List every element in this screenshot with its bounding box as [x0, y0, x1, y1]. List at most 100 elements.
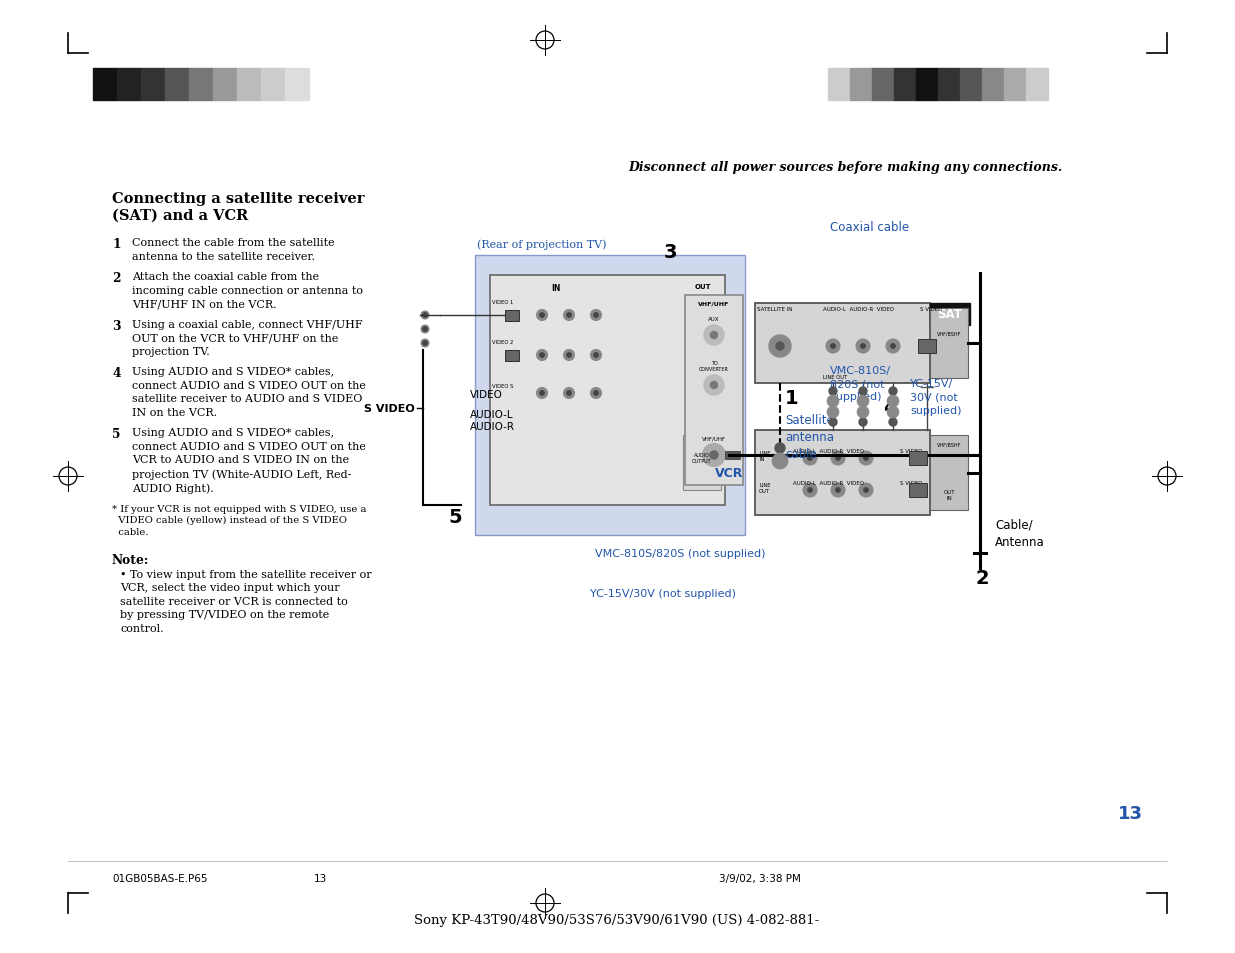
- Text: 3: 3: [112, 319, 121, 333]
- Bar: [930, 309, 968, 378]
- Circle shape: [594, 354, 598, 357]
- Text: 4: 4: [883, 397, 897, 416]
- Circle shape: [540, 354, 545, 357]
- Text: LINE
IN: LINE IN: [760, 451, 771, 461]
- Text: AUDIO-L  AUDIO-R  VIDEO: AUDIO-L AUDIO-R VIDEO: [793, 480, 864, 485]
- Text: VCR: VCR: [715, 467, 743, 479]
- Text: S VIDEO: S VIDEO: [900, 480, 923, 485]
- Text: * If your VCR is not equipped with S VIDEO, use a
  VIDEO cable (yellow) instead: * If your VCR is not equipped with S VID…: [112, 504, 367, 537]
- Text: S VIDEO: S VIDEO: [364, 403, 415, 413]
- Text: VHF/BSHF: VHF/BSHF: [937, 442, 961, 448]
- Text: VMC-810S/
820S (not
supplied): VMC-810S/ 820S (not supplied): [830, 366, 890, 402]
- Bar: [894, 69, 916, 101]
- Bar: [939, 69, 960, 101]
- Circle shape: [772, 454, 788, 470]
- Circle shape: [827, 395, 839, 408]
- Bar: [285, 69, 309, 101]
- Circle shape: [857, 407, 869, 418]
- Circle shape: [829, 418, 837, 427]
- Text: 2: 2: [112, 272, 121, 285]
- Circle shape: [887, 395, 899, 408]
- Circle shape: [421, 312, 429, 319]
- Circle shape: [860, 388, 867, 395]
- Circle shape: [776, 343, 784, 351]
- Bar: [505, 350, 519, 361]
- Text: (SAT) and a VCR: (SAT) and a VCR: [112, 209, 248, 223]
- Bar: [93, 69, 117, 101]
- Circle shape: [831, 452, 845, 465]
- Circle shape: [827, 407, 839, 418]
- Circle shape: [540, 392, 545, 395]
- Circle shape: [831, 344, 835, 349]
- Circle shape: [421, 339, 429, 348]
- Circle shape: [422, 314, 427, 318]
- Text: Note:: Note:: [112, 554, 149, 567]
- Text: 13: 13: [314, 873, 326, 883]
- Text: VIDEO: VIDEO: [471, 390, 503, 400]
- Bar: [909, 483, 927, 497]
- Bar: [505, 310, 519, 321]
- Text: Disconnect all power sources before making any connections.: Disconnect all power sources before maki…: [627, 161, 1062, 173]
- Bar: [918, 339, 936, 354]
- Text: 4: 4: [112, 367, 121, 379]
- Text: AUX: AUX: [708, 316, 720, 322]
- Bar: [982, 69, 1004, 101]
- Circle shape: [803, 452, 818, 465]
- Circle shape: [422, 341, 427, 346]
- Bar: [1004, 69, 1026, 101]
- Circle shape: [836, 456, 840, 460]
- Text: VIDEO S: VIDEO S: [492, 384, 514, 389]
- Circle shape: [703, 444, 725, 467]
- Text: 1: 1: [112, 237, 121, 251]
- Bar: [725, 452, 740, 459]
- Circle shape: [808, 488, 813, 493]
- Text: LINE
OUT: LINE OUT: [760, 482, 771, 494]
- Text: Using a coaxial cable, connect VHF/UHF
OUT on the VCR to VHF/UHF on the
projecti: Using a coaxial cable, connect VHF/UHF O…: [132, 319, 363, 356]
- Bar: [930, 304, 969, 326]
- Bar: [475, 255, 745, 536]
- Circle shape: [863, 456, 868, 460]
- Bar: [237, 69, 261, 101]
- Text: SATELLITE IN: SATELLITE IN: [757, 307, 793, 312]
- Circle shape: [710, 333, 718, 339]
- Circle shape: [536, 388, 547, 399]
- Text: Cable/
Antenna: Cable/ Antenna: [995, 518, 1045, 548]
- Text: Attach the coaxial cable from the
incoming cable connection or antenna to
VHF/UH: Attach the coaxial cable from the incomi…: [132, 272, 363, 309]
- Circle shape: [857, 395, 869, 408]
- Circle shape: [536, 310, 547, 321]
- Text: VHF/BSHF: VHF/BSHF: [937, 332, 961, 336]
- Circle shape: [590, 350, 601, 361]
- Text: 5: 5: [448, 507, 462, 526]
- Text: Satellite
antenna
cable: Satellite antenna cable: [785, 414, 834, 460]
- Text: 13: 13: [1118, 804, 1142, 822]
- Circle shape: [860, 418, 867, 427]
- Text: YC-15V/
30V (not
supplied): YC-15V/ 30V (not supplied): [910, 379, 962, 416]
- Text: 3/9/02, 3:38 PM: 3/9/02, 3:38 PM: [719, 873, 802, 883]
- Text: TO
CONVERTER: TO CONVERTER: [699, 361, 729, 372]
- Bar: [755, 304, 930, 384]
- Circle shape: [421, 326, 429, 334]
- Bar: [755, 431, 930, 516]
- Circle shape: [704, 326, 724, 346]
- Bar: [916, 69, 939, 101]
- Circle shape: [860, 452, 873, 465]
- Text: YC-15V/30V (not supplied): YC-15V/30V (not supplied): [590, 588, 736, 598]
- Circle shape: [563, 310, 574, 321]
- Text: VMC-810S/820S (not supplied): VMC-810S/820S (not supplied): [595, 548, 766, 558]
- Circle shape: [831, 483, 845, 497]
- Bar: [189, 69, 212, 101]
- Circle shape: [563, 388, 574, 399]
- Text: (Rear of projection TV): (Rear of projection TV): [477, 239, 606, 250]
- Bar: [872, 69, 894, 101]
- Bar: [827, 69, 850, 101]
- Text: S VIDEO: S VIDEO: [900, 449, 923, 454]
- Text: VHF/UHF: VHF/UHF: [698, 302, 730, 307]
- Circle shape: [803, 483, 818, 497]
- Circle shape: [594, 314, 598, 318]
- Circle shape: [856, 339, 869, 354]
- Text: VIDEO 1: VIDEO 1: [492, 299, 514, 305]
- Circle shape: [863, 488, 868, 493]
- Text: 1: 1: [785, 389, 799, 408]
- Bar: [117, 69, 141, 101]
- Bar: [960, 69, 982, 101]
